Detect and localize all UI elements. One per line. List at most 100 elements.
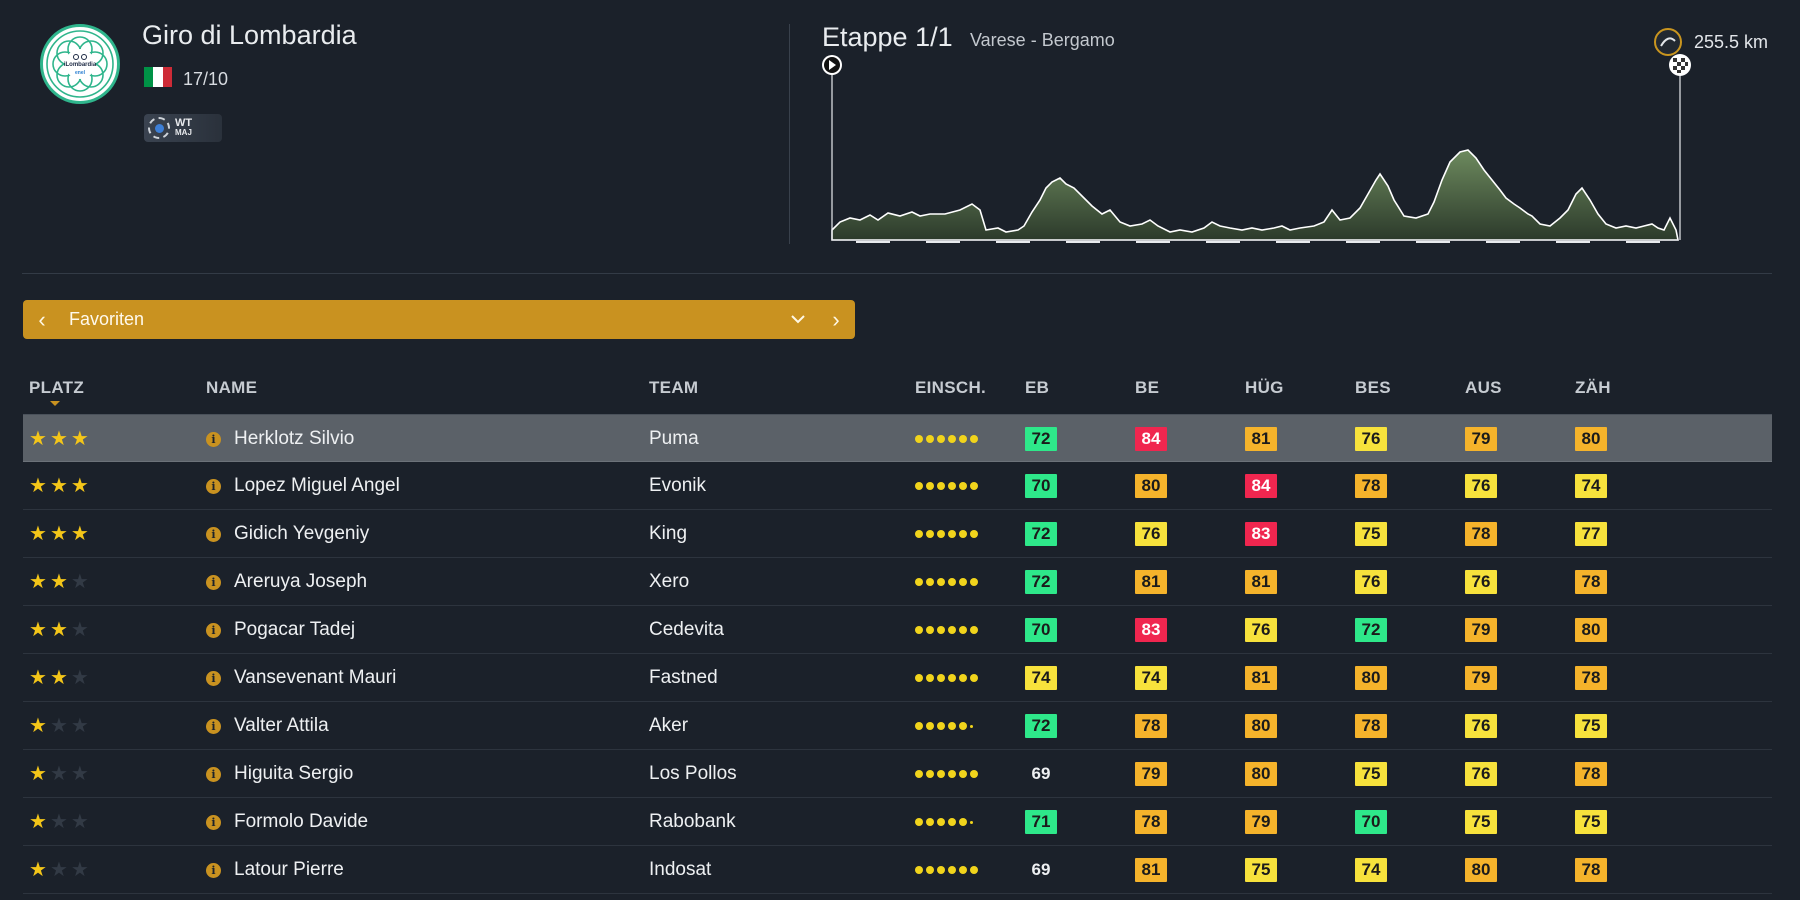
stat-eb: 72 xyxy=(1025,427,1057,451)
header-hug[interactable]: HÜG xyxy=(1245,378,1284,397)
rider-team: Cedevita xyxy=(649,619,724,640)
rider-team: King xyxy=(649,523,688,544)
form-dot-icon xyxy=(948,674,956,682)
form-dot-icon xyxy=(915,722,923,730)
table-row[interactable]: ★ ★ ★ i Pogacar Tadej Cedevita 70 83 76 72 79 80 xyxy=(23,606,1772,654)
rider-info-button[interactable]: i xyxy=(206,415,221,463)
header-zah[interactable]: ZÄH xyxy=(1575,378,1611,397)
table-row[interactable]: ★ ★ ★ i Valter Attila Aker 72 78 80 78 76 75 xyxy=(23,702,1772,750)
header-aus[interactable]: AUS xyxy=(1465,378,1502,397)
stat-hug: 76 xyxy=(1245,618,1277,642)
rider-info-button[interactable]: i xyxy=(206,750,221,798)
favorite-stars: ★ ★ ★ xyxy=(29,798,92,846)
form-dot-icon xyxy=(926,866,934,874)
favorite-stars: ★ ★ ★ xyxy=(29,750,92,798)
world-tour-icon xyxy=(148,117,170,139)
form-dot-icon xyxy=(948,722,956,730)
rider-info-button[interactable]: i xyxy=(206,510,221,558)
rider-name: Valter Attila xyxy=(234,715,329,736)
next-list-button[interactable]: › xyxy=(817,300,855,339)
form-rating xyxy=(915,558,978,606)
stat-be: 78 xyxy=(1135,714,1167,738)
form-rating xyxy=(915,510,978,558)
table-row[interactable]: ★ ★ ★ i Vansevenant Mauri Fastned 74 74 81 80 79 78 xyxy=(23,654,1772,702)
rider-info-button[interactable]: i xyxy=(206,606,221,654)
star-icon: ★ xyxy=(70,715,89,737)
table-row[interactable]: ★ ★ ★ i Formolo Davide Rabobank 71 78 79 70 75 75 xyxy=(23,798,1772,846)
stat-hug: 80 xyxy=(1245,762,1277,786)
header-team[interactable]: TEAM xyxy=(649,378,699,397)
stat-eb: 72 xyxy=(1025,714,1057,738)
chevron-left-icon: ‹ xyxy=(38,306,46,332)
race-logo-emblem: iLombardia enel xyxy=(46,30,114,98)
form-dot-icon xyxy=(948,770,956,778)
form-dot-icon xyxy=(926,626,934,634)
favorite-stars: ★ ★ ★ xyxy=(29,606,92,654)
form-rating xyxy=(915,415,978,463)
star-icon: ★ xyxy=(49,571,68,593)
stat-bes: 78 xyxy=(1355,714,1387,738)
rider-info-button[interactable]: i xyxy=(206,462,221,510)
header-platz[interactable]: PLATZ xyxy=(29,378,85,397)
star-icon: ★ xyxy=(29,763,47,785)
rider-info-button[interactable]: i xyxy=(206,846,221,894)
rider-name: Herklotz Silvio xyxy=(234,428,355,449)
rider-info-button[interactable]: i xyxy=(206,654,221,702)
info-icon: i xyxy=(206,478,221,494)
form-dot-icon xyxy=(915,674,923,682)
rider-info-button[interactable]: i xyxy=(206,558,221,606)
badge-bottom-text: MAJ xyxy=(175,128,192,137)
table-row[interactable]: ★ ★ ★ i Lopez Miguel Angel Evonik 70 80 84 78 76 74 xyxy=(23,462,1772,510)
form-dot-icon xyxy=(959,578,967,586)
header-bes[interactable]: BES xyxy=(1355,378,1391,397)
stat-hug: 81 xyxy=(1245,666,1277,690)
stat-aus: 79 xyxy=(1465,618,1497,642)
list-selector-label[interactable]: Favoriten xyxy=(69,309,145,329)
stat-eb: 72 xyxy=(1025,570,1057,594)
table-row[interactable]: ★ ★ ★ i Higuita Sergio Los Pollos 69 79 80 75 76 78 xyxy=(23,750,1772,798)
distance-value: 255.5 km xyxy=(1693,31,1768,52)
form-dot-icon xyxy=(959,530,967,538)
form-dot-icon xyxy=(915,435,923,443)
form-dot-icon xyxy=(937,530,945,538)
star-icon: ★ xyxy=(49,475,68,497)
rider-info-button[interactable]: i xyxy=(206,798,221,846)
header-einsch[interactable]: EINSCH. xyxy=(915,378,987,397)
stat-aus: 79 xyxy=(1465,666,1497,690)
stat-be: 76 xyxy=(1135,522,1167,546)
header-be[interactable]: BE xyxy=(1135,378,1160,397)
rider-name: Vansevenant Mauri xyxy=(234,667,397,688)
sort-desc-icon xyxy=(50,401,60,406)
race-category-badge: WT MAJ xyxy=(144,114,222,142)
star-icon: ★ xyxy=(49,811,68,833)
star-icon: ★ xyxy=(29,428,47,450)
list-selector[interactable]: ‹ Favoriten › xyxy=(23,300,855,339)
header-eb[interactable]: EB xyxy=(1025,378,1050,397)
stat-hug: 81 xyxy=(1245,570,1277,594)
header-name[interactable]: NAME xyxy=(206,378,258,397)
table-row[interactable]: ★ ★ ★ i Gidich Yevgeniy King 72 76 83 75 78 77 xyxy=(23,510,1772,558)
form-dot-icon xyxy=(915,818,923,826)
stat-be: 80 xyxy=(1135,474,1167,498)
favorite-stars: ★ ★ ★ xyxy=(29,462,92,510)
stat-be: 83 xyxy=(1135,618,1167,642)
table-row[interactable]: ★ ★ ★ i Areruya Joseph Xero 72 81 81 76 76 78 xyxy=(23,558,1772,606)
form-dot-icon xyxy=(970,530,978,538)
italy-flag-icon xyxy=(144,67,172,87)
rider-info-button[interactable]: i xyxy=(206,702,221,750)
dropdown-toggle[interactable] xyxy=(779,300,817,339)
form-dot-icon xyxy=(915,530,923,538)
form-dot-icon xyxy=(959,482,967,490)
form-dot-icon xyxy=(937,578,945,586)
stage-route: Varese - Bergamo xyxy=(970,30,1115,50)
previous-list-button[interactable]: ‹ xyxy=(23,300,61,339)
table-row[interactable]: ★ ★ ★ i Herklotz Silvio Puma 72 84 81 76 79 80 xyxy=(23,414,1772,462)
star-icon: ★ xyxy=(70,859,89,881)
form-dot-icon xyxy=(970,578,978,586)
star-icon: ★ xyxy=(49,523,68,545)
table-row[interactable]: ★ ★ ★ i Latour Pierre Indosat 69 81 75 74 80 78 xyxy=(23,846,1772,894)
form-dot-icon xyxy=(937,770,945,778)
rider-team: Fastned xyxy=(649,667,718,688)
stat-zah: 75 xyxy=(1575,714,1607,738)
race-header: iLombardia enel Giro di Lombardia 17/10 … xyxy=(0,0,1800,272)
